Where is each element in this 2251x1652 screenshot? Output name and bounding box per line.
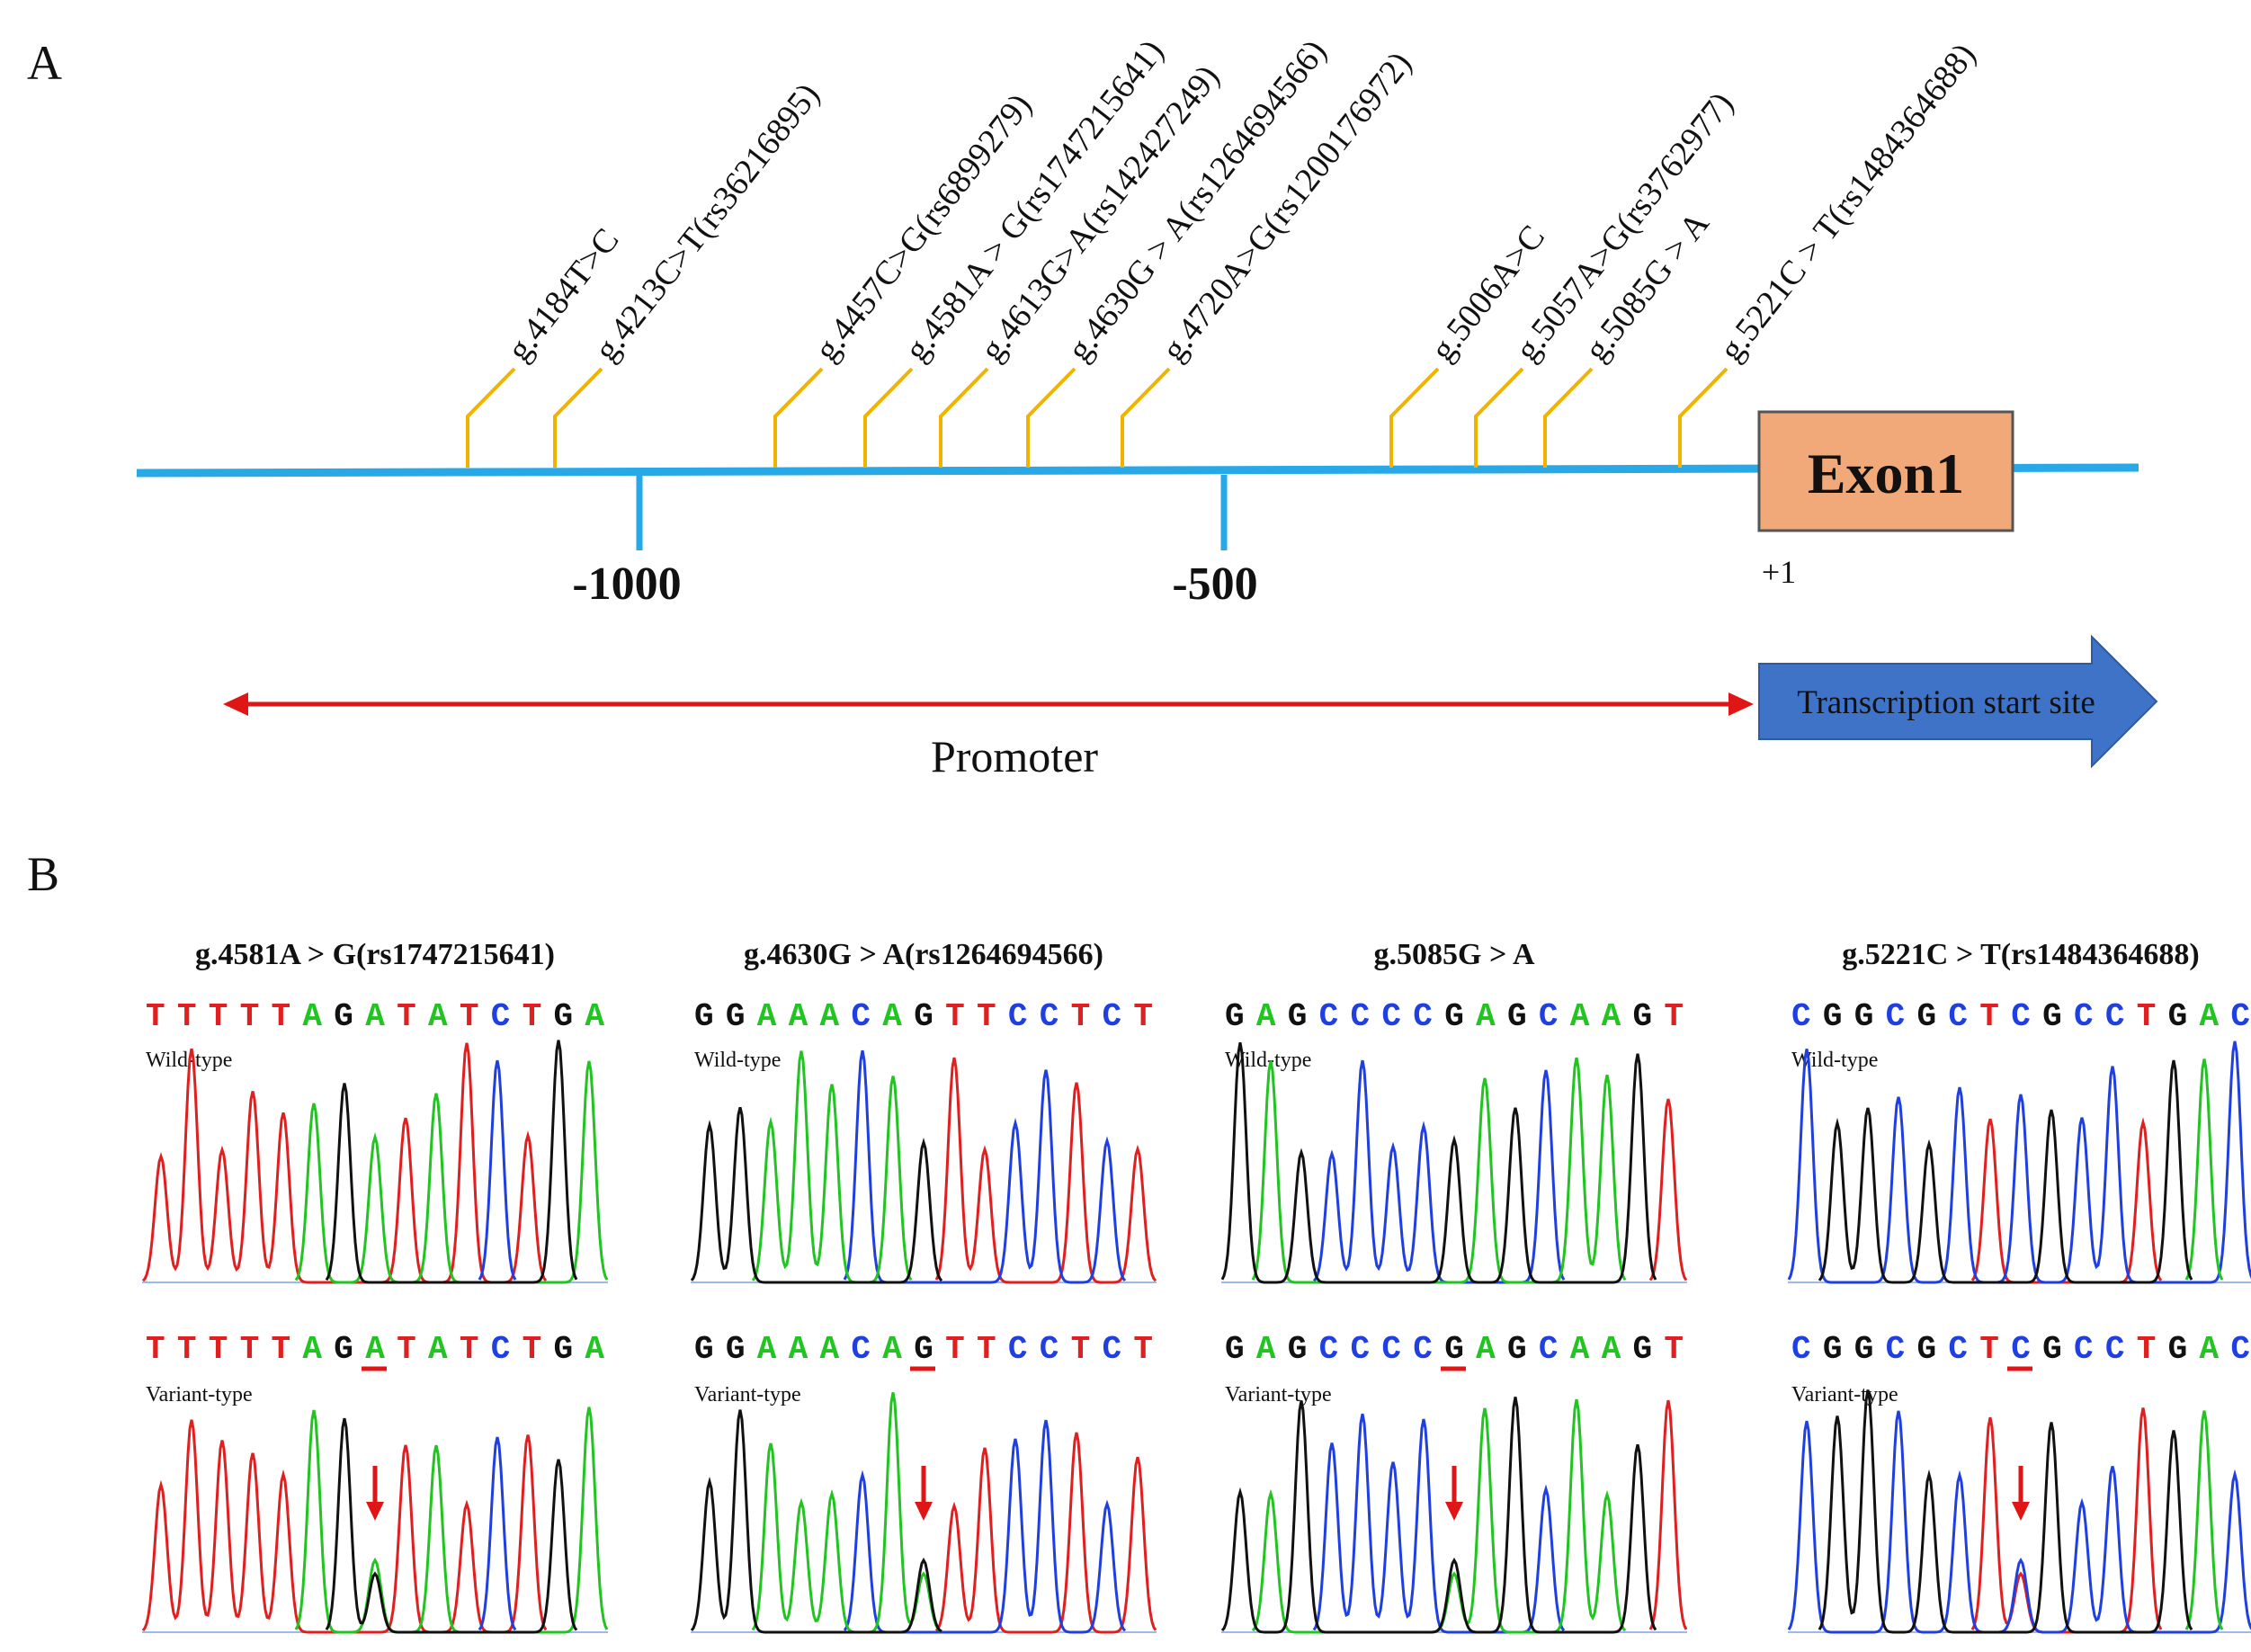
mutation-arrow-head [1445, 1502, 1463, 1521]
chromatogram-trace [294, 1060, 609, 1284]
panel-b: B g.4581A > G(rs1747215641) T T T T T A G A T A T C T… [27, 847, 2251, 1634]
snp-marker-line [1121, 367, 1171, 468]
snp-marker-line [1389, 367, 1440, 468]
promoter-arrow-right-head [1728, 692, 1754, 716]
chromatogram-trace [1787, 1040, 2251, 1284]
tick-label-1000: -1000 [572, 558, 681, 610]
chromatogram-trace [325, 1417, 578, 1634]
plus-one-label: +1 [1762, 554, 1796, 590]
chromatogram-panel-2: g.4630G > A(rs1264694566) G G A A A C A G T T C C T C T… [690, 938, 1157, 1634]
chromatogram-trace [1220, 1397, 1657, 1634]
exon1-box [1757, 410, 2014, 532]
exon1-label: Exon1 [1808, 442, 1964, 505]
snp-label: g.4213C>T(rs36216895) [587, 76, 827, 369]
variant-type-label: Variant-type [1791, 1383, 1898, 1406]
snp-marker-line [773, 367, 824, 468]
snp-marker-line [939, 367, 989, 468]
mutation-arrow-head [2012, 1502, 2030, 1521]
panel-a-label: A [27, 36, 62, 90]
chromatogram-title: g.4630G > A(rs1264694566) [744, 938, 1103, 971]
snp-marker-line [466, 367, 516, 468]
snp-label: g.5221C > T(rs1484364688) [1712, 36, 1983, 368]
promoter-label: Promoter [931, 731, 1098, 781]
chromatogram-trace [2184, 1058, 2224, 1281]
chromatogram-trace [1818, 1059, 2193, 1284]
chromatogram-trace [478, 1059, 517, 1281]
snp-markers: g.4184T>Cg.4213C>T(rs36216895)g.4457C>G(… [466, 33, 1983, 468]
snp-marker-line [863, 367, 914, 468]
tss-label: Transcription start site [1797, 684, 2095, 721]
mutation-arrow-head [915, 1502, 933, 1521]
chromatogram-panel-4: g.5221C > T(rs1484364688) C G G C G C T C G C C T G A C… [1787, 938, 2251, 1634]
tss-arrow [1758, 634, 2158, 769]
chromatogram-trace [751, 1050, 913, 1284]
chromatogram-title: g.5085G > A [1374, 938, 1535, 971]
chromatogram-trace [751, 1392, 942, 1634]
chromatogram-trace [1648, 1399, 1688, 1630]
chromatogram-trace [1648, 1098, 1688, 1281]
chromatogram-trace [325, 1040, 578, 1284]
variant-type-label: Variant-type [694, 1383, 801, 1406]
chromatogram-trace [2184, 1410, 2224, 1630]
snp-marker: g.4457C>G(rs6899279) [773, 86, 1039, 468]
promoter-arrow-left-head [223, 692, 248, 716]
chromatogram-title: g.5221C > T(rs1484364688) [1842, 938, 2199, 971]
chromatogram-trace [690, 1107, 943, 1284]
snp-marker-line [1026, 367, 1076, 468]
snp-marker-line [1474, 367, 1524, 468]
chromatogram-trace [1220, 1042, 1657, 1284]
variant-type-label: Variant-type [146, 1383, 253, 1406]
chromatogram-trace [478, 1436, 517, 1631]
panel-b-label: B [27, 847, 59, 901]
chromatogram-trace [1970, 1117, 2163, 1284]
chromatogram-panel-1: g.4581A > G(rs1747215641) T T T T T A G A T A T C T G A… [141, 938, 609, 1634]
snp-marker-line [1678, 367, 1728, 468]
wild-type-label: Wild-type [694, 1049, 781, 1072]
snp-marker-line [1543, 367, 1594, 468]
mutation-arrow-head [366, 1502, 384, 1521]
chromatogram-trace [934, 1057, 1157, 1284]
chromatograms: g.4581A > G(rs1747215641) T T T T T A G A T A T C T G A… [141, 938, 2251, 1634]
snp-marker-line [553, 367, 603, 468]
chromatogram-trace [1787, 1410, 2251, 1634]
chromatogram-trace [1818, 1389, 2193, 1634]
chromatogram-trace [690, 1409, 942, 1634]
variant-type-label: Variant-type [1225, 1383, 1332, 1406]
chromatogram-trace [294, 1406, 609, 1634]
chromatogram-trace [1970, 1407, 2163, 1634]
tick-label-500: -500 [1172, 558, 1257, 610]
panel-a: A -1000 -500 g.4184T>Cg.4213C>T(rs362168… [27, 33, 2158, 781]
chromatogram-title: g.4581A > G(rs1747215641) [195, 938, 555, 971]
chromatogram-trace [934, 1432, 1157, 1634]
chromatogram-trace [1251, 1057, 1627, 1284]
